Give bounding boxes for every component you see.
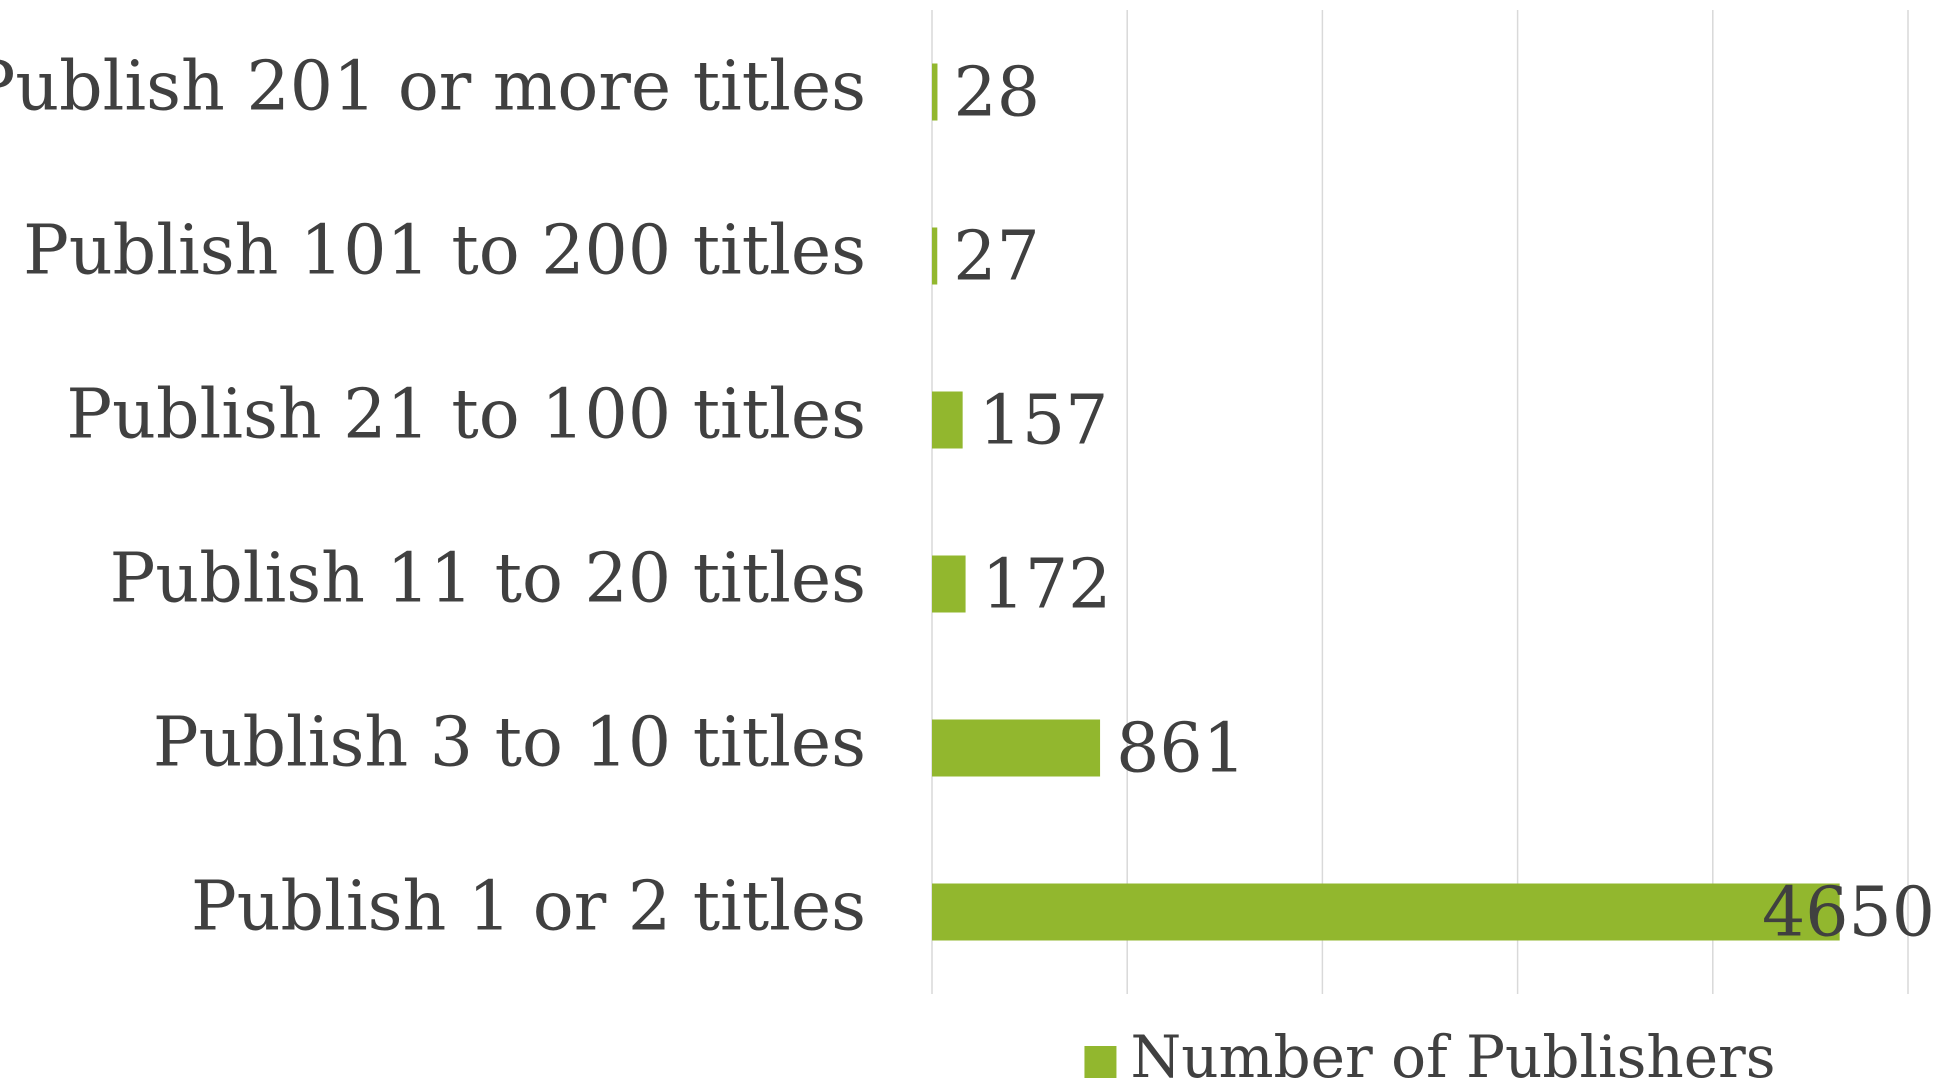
bar bbox=[932, 719, 1101, 777]
category-label: Publish 201 or more titles bbox=[0, 48, 866, 127]
legend-label: Number of Publishers bbox=[1130, 1023, 1775, 1086]
bar bbox=[932, 555, 966, 613]
data-label: 172 bbox=[982, 546, 1112, 625]
bar bbox=[932, 63, 938, 121]
category-label: Publish 3 to 10 titles bbox=[153, 704, 866, 783]
data-label: 27 bbox=[953, 218, 1040, 297]
legend-swatch bbox=[1084, 1046, 1117, 1078]
data-label: 861 bbox=[1116, 710, 1246, 789]
bar bbox=[932, 391, 963, 449]
category-label: Publish 11 to 20 titles bbox=[110, 540, 866, 619]
bar bbox=[932, 227, 938, 285]
data-label: 28 bbox=[953, 54, 1040, 133]
bar bbox=[932, 883, 1840, 941]
data-label: 157 bbox=[979, 382, 1109, 461]
category-label: Publish 21 to 100 titles bbox=[66, 376, 866, 455]
data-label: 4650 bbox=[1762, 874, 1935, 953]
category-label: Publish 101 to 200 titles bbox=[23, 212, 866, 291]
category-label: Publish 1 or 2 titles bbox=[191, 868, 866, 947]
